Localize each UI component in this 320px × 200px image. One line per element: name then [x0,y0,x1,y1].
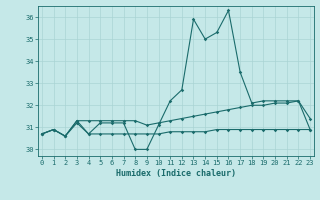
X-axis label: Humidex (Indice chaleur): Humidex (Indice chaleur) [116,169,236,178]
